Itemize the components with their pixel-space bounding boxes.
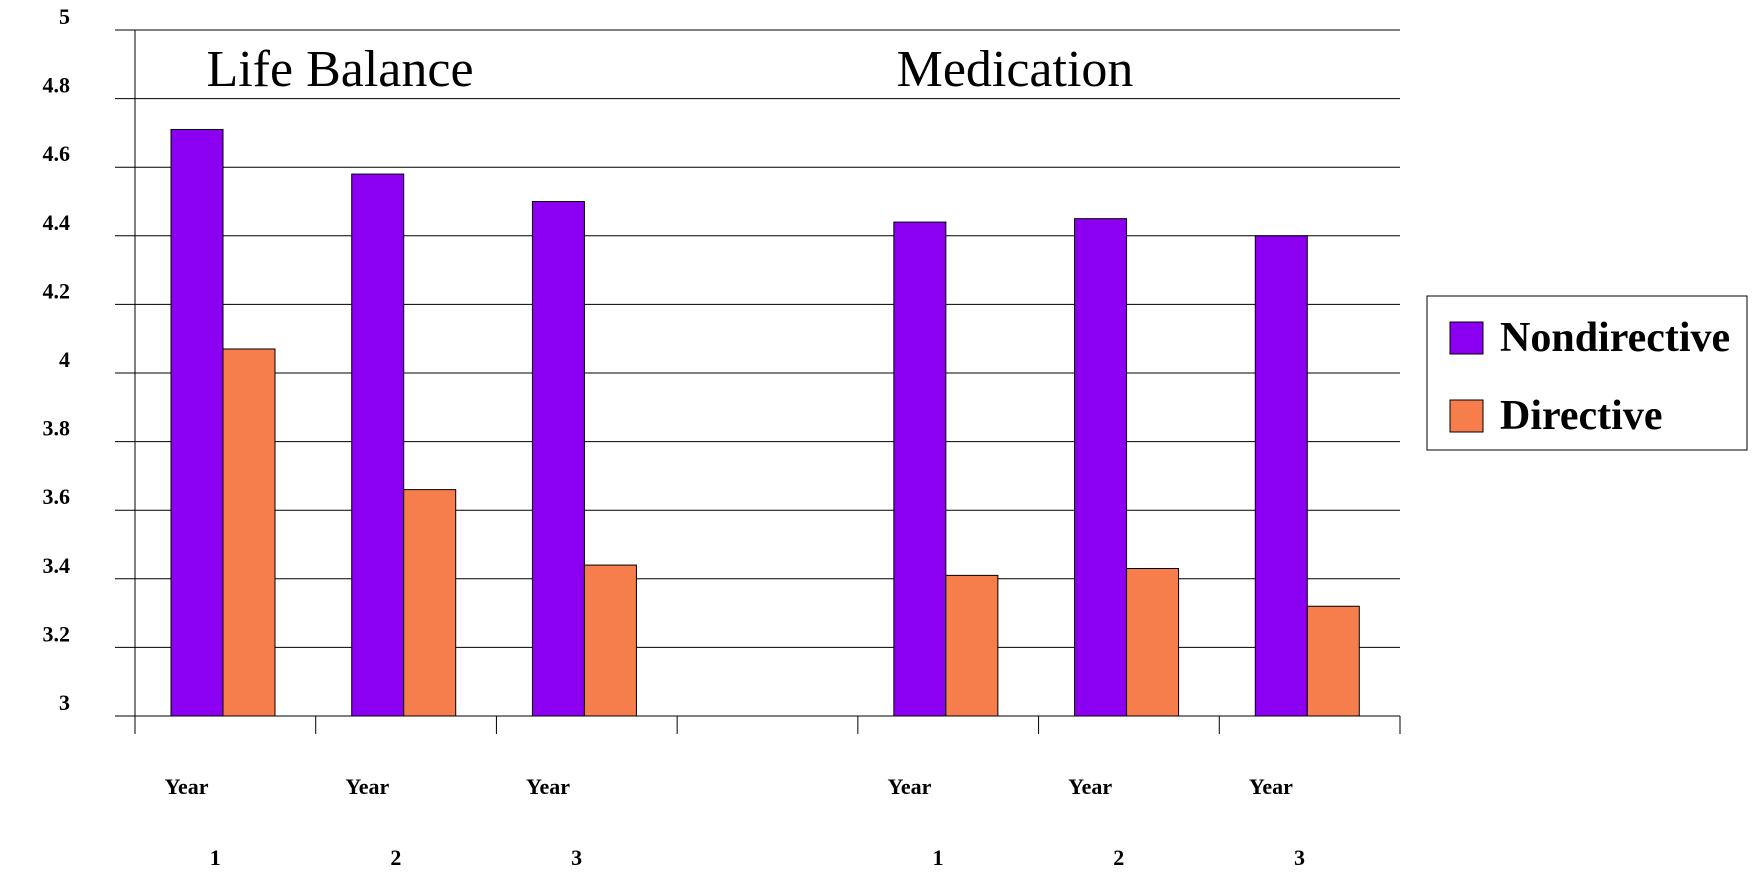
y-tick-label: 5 [59,4,70,29]
legend-label-directive: Directive [1500,393,1662,439]
y-tick-label: 3.4 [43,553,71,578]
bar-directive-4 [945,574,999,717]
y-tick-label: 3 [59,690,70,715]
bar-directive-2 [583,564,637,717]
legend-swatch-directive [1449,399,1484,433]
bar-directive-0 [222,348,276,717]
y-tick-label: 4 [59,347,70,372]
x-category-label-year: Year [345,774,389,799]
legend-label-nondirective: Nondirective [1500,315,1730,361]
bar-directive-1 [403,489,457,717]
bar-nondirective-1 [351,173,405,717]
x-category-label-number: 1 [210,845,221,870]
y-tick-label: 3.8 [43,416,71,441]
bar-nondirective-6 [1254,235,1308,717]
x-category-label-year: Year [526,774,570,799]
bar-nondirective-5 [1074,218,1128,717]
panel-title: Life Balance [206,41,473,98]
y-tick-label: 3.6 [43,484,71,509]
legend: Nondirective Directive [1426,295,1748,451]
x-tick-labels: Year 1 Year 2 Year 3 Year 1 Year 2 Year 3 [165,774,1305,870]
bars [170,128,1360,717]
y-tick-label: 3.2 [43,621,71,646]
legend-swatch-nondirective [1449,321,1484,355]
gridlines [115,29,1400,717]
x-category-label-year: Year [1249,774,1293,799]
panel-title: Medication [897,41,1134,98]
bar-directive-6 [1306,605,1360,717]
y-tick-labels: 3 3.2 3.4 3.6 3.8 4 4.2 4.4 4.6 4.8 5 [43,4,71,715]
x-category-label-number: 1 [933,845,944,870]
bar-nondirective-2 [531,201,585,717]
x-category-label-number: 3 [571,845,582,870]
x-category-label-number: 2 [1113,845,1124,870]
x-category-label-number: 2 [390,845,401,870]
y-tick-label: 4.8 [43,73,71,98]
bar-directive-5 [1126,568,1180,717]
y-tick-label: 4.2 [43,278,71,303]
y-tick-label: 4.4 [43,210,71,235]
x-category-label-year: Year [1068,774,1112,799]
y-tick-label: 4.6 [43,141,71,166]
bar-nondirective-4 [893,221,947,717]
axes [134,30,1401,734]
x-category-label-year: Year [887,774,931,799]
x-category-label-number: 3 [1294,845,1305,870]
x-category-label-year: Year [165,774,209,799]
panel-titles: Life Balance Medication [206,41,1133,98]
bar-nondirective-0 [170,128,224,717]
